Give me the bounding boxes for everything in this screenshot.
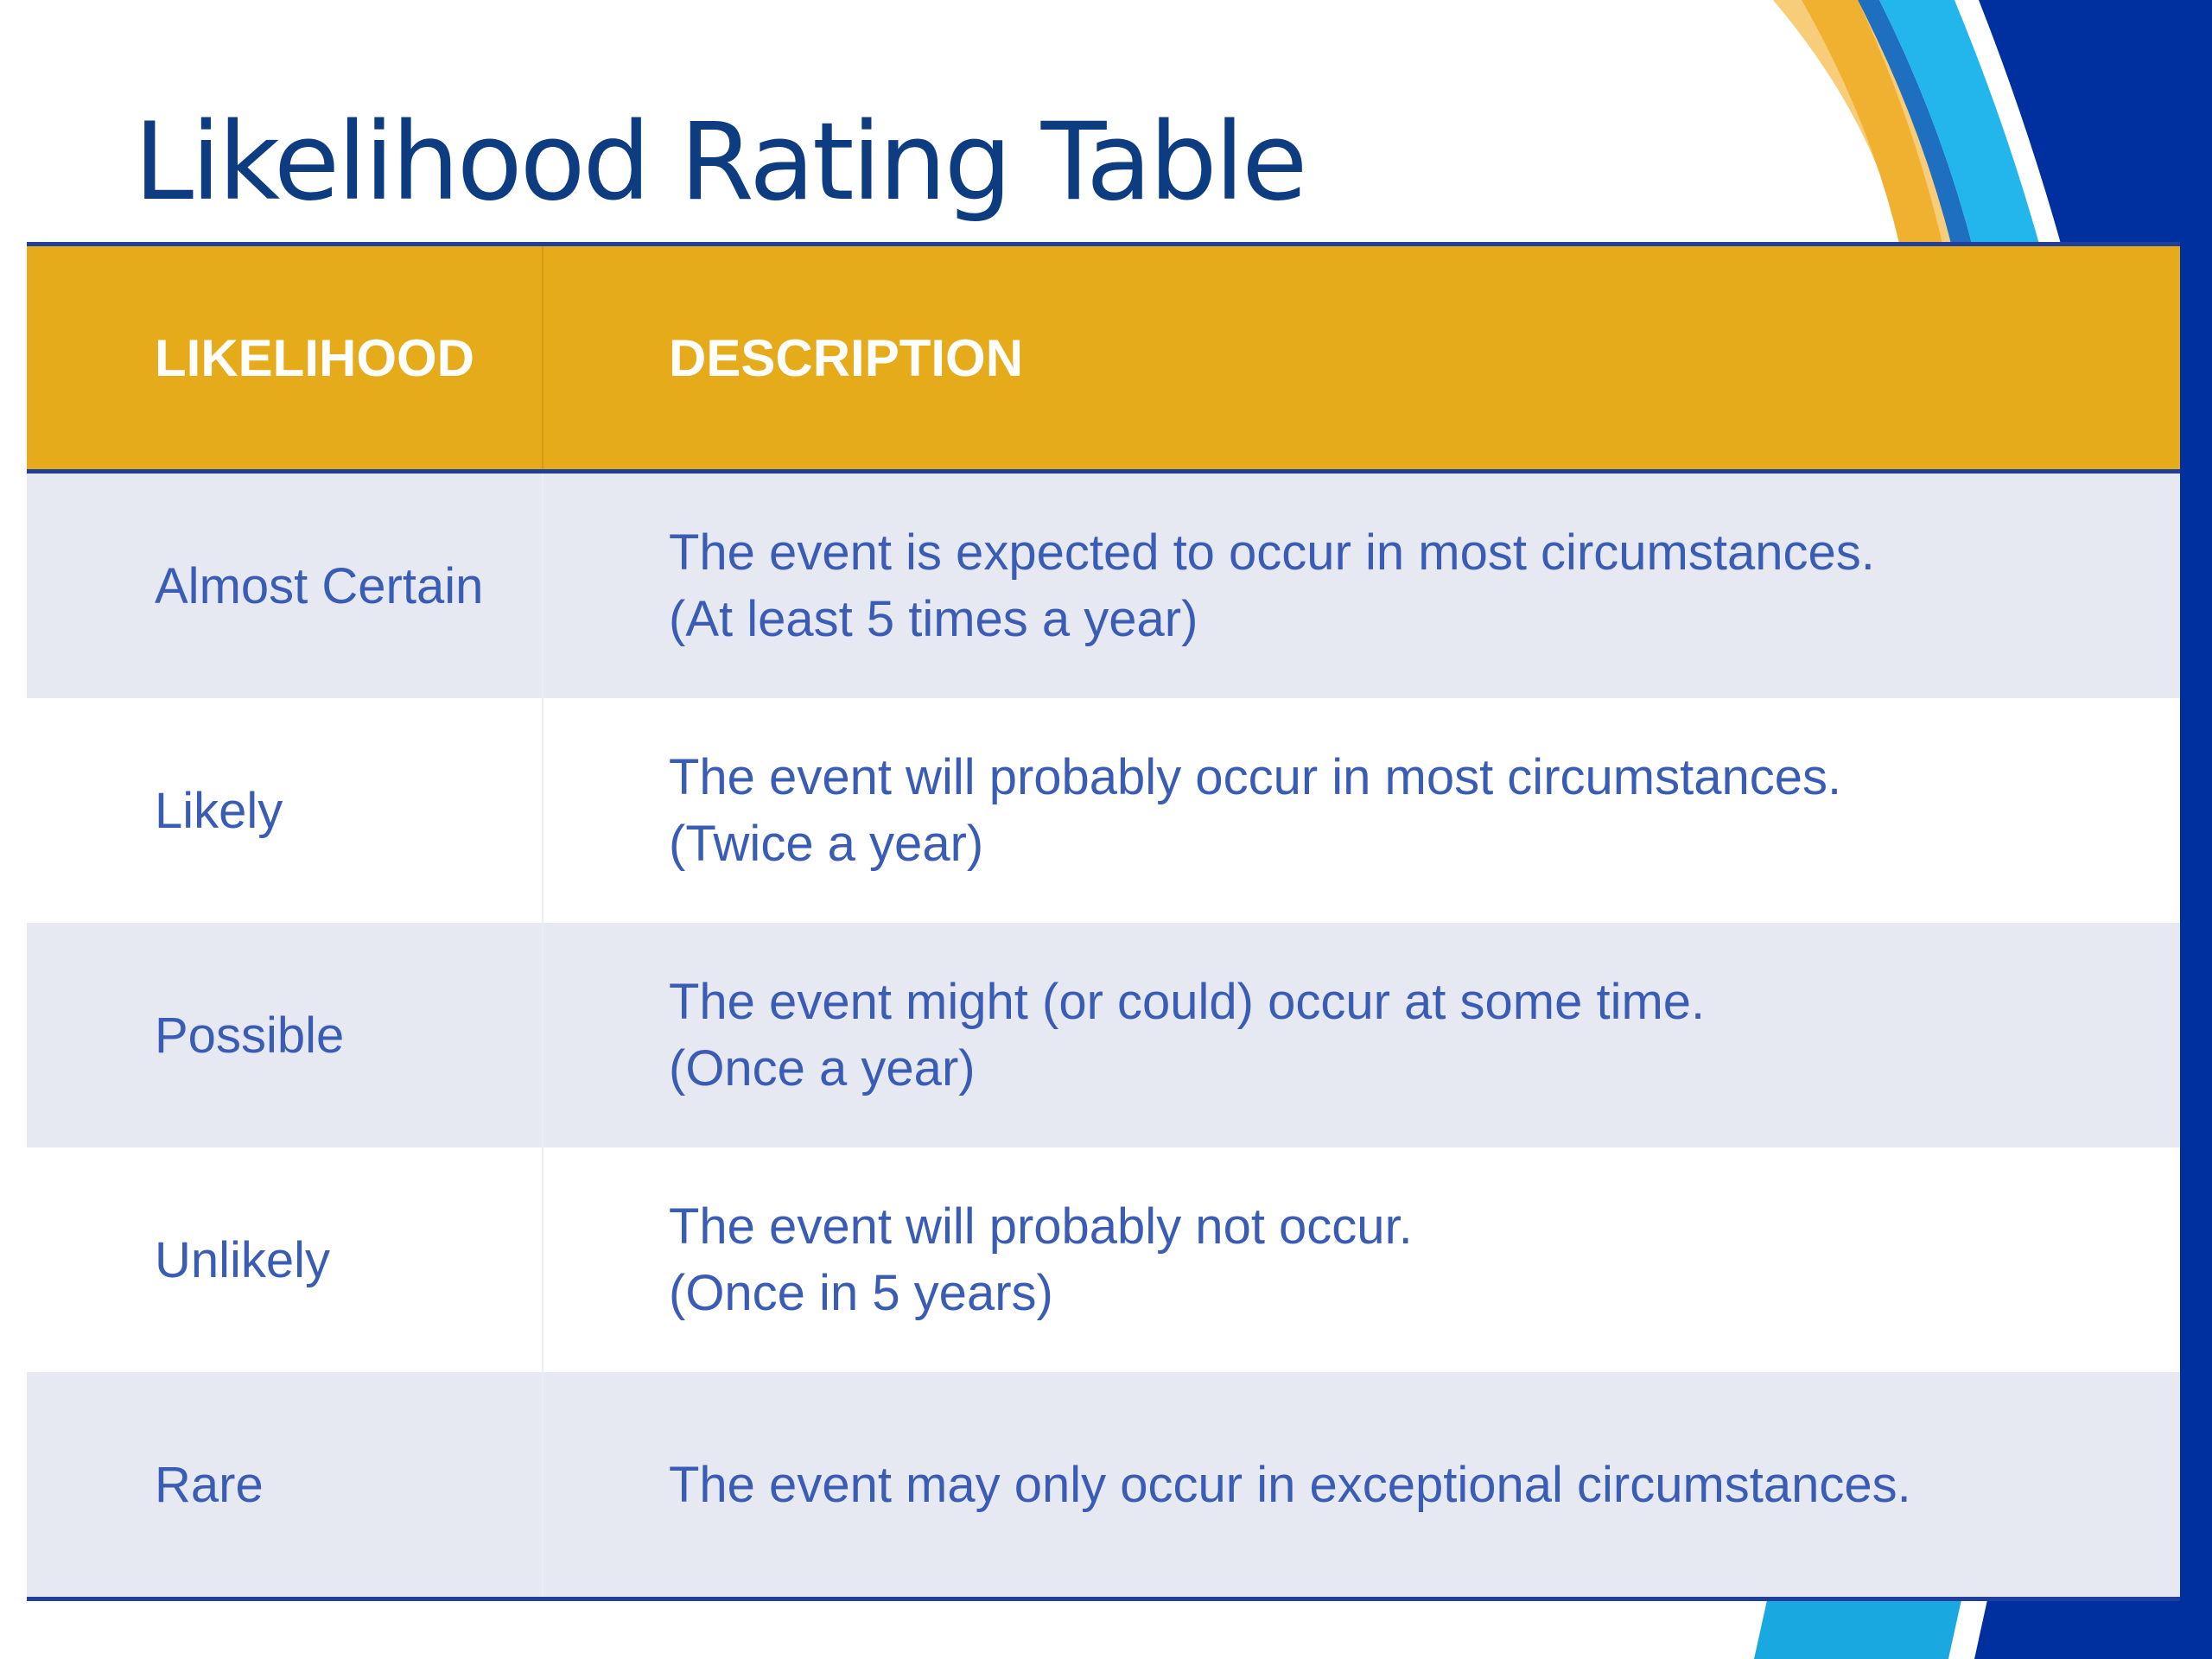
description-cell: The event may only occur in exceptional … [543, 1372, 2180, 1599]
column-header-description: DESCRIPTION [543, 244, 2180, 474]
likelihood-cell: Almost Certain [27, 471, 543, 698]
likelihood-cell: Possible [27, 923, 543, 1147]
likelihood-cell: Rare [27, 1372, 543, 1599]
likelihood-cell: Unlikely [27, 1147, 543, 1372]
likelihood-cell: Likely [27, 698, 543, 923]
decor-bottom-cyan [1754, 1600, 1961, 1659]
table-row: Almost Certain The event is expected to … [27, 471, 2180, 698]
likelihood-rating-table: LIKELIHOOD DESCRIPTION Almost Certain Th… [27, 242, 2180, 1601]
table-row: Possible The event might (or could) occu… [27, 923, 2180, 1147]
decor-band-blue [1858, 0, 1972, 244]
frequency-line: (Once in 5 years) [669, 1265, 1053, 1321]
description-cell: The event will probably not occur. (Once… [543, 1147, 2180, 1372]
table-row: Rare The event may only occur in excepti… [27, 1372, 2180, 1599]
table-header-row: LIKELIHOOD DESCRIPTION [27, 244, 2180, 474]
decor-band-cyan [1879, 0, 2039, 244]
description-line: The event is expected to occur in most c… [669, 524, 1875, 581]
description-line: The event will probably not occur. [669, 1198, 1413, 1255]
column-header-likelihood: LIKELIHOOD [27, 244, 543, 474]
description-line: The event might (or could) occur at some… [669, 974, 1706, 1030]
decor-band-gold [1802, 0, 1942, 244]
decor-band-white [1955, 0, 2061, 244]
table-row: Unlikely The event will probably not occ… [27, 1147, 2180, 1372]
decor-bottom-navy [1974, 1600, 2212, 1659]
decor-navy-right [1979, 0, 2212, 1659]
description-cell: The event might (or could) occur at some… [543, 923, 2180, 1147]
description-line: The event may only occur in exceptional … [669, 1456, 1911, 1513]
frequency-line: (At least 5 times a year) [669, 591, 1198, 647]
description-cell: The event will probably occur in most ci… [543, 698, 2180, 923]
description-line: The event will probably occur in most ci… [669, 749, 1842, 805]
description-cell: The event is expected to occur in most c… [543, 471, 2180, 698]
table-row: Likely The event will probably occur in … [27, 698, 2180, 923]
page-title: Likelihood Rating Table [134, 100, 1307, 225]
frequency-line: (Once a year) [669, 1040, 976, 1096]
frequency-line: (Twice a year) [669, 816, 984, 872]
